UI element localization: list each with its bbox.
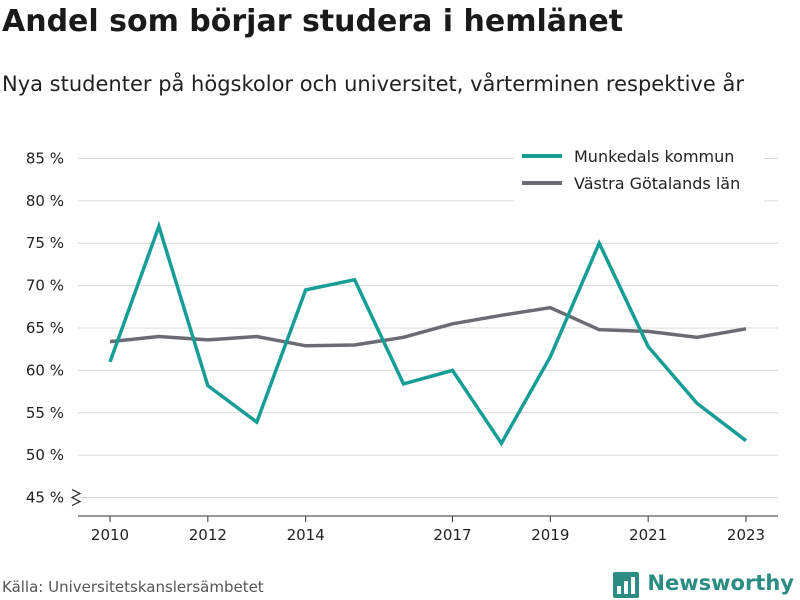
y-tick-label: 75 %	[26, 234, 64, 252]
y-tick-label: 55 %	[26, 404, 64, 422]
x-tick-label: 2019	[531, 526, 569, 544]
y-tick-label: 60 %	[26, 361, 64, 379]
x-tick-label: 2014	[287, 526, 325, 544]
y-tick-label: 50 %	[26, 446, 64, 464]
source-note: Källa: Universitetskanslersämbetet	[2, 578, 264, 596]
chart-subtitle: Nya studenter på högskolor och universit…	[2, 72, 744, 96]
axis-break-icon	[70, 488, 82, 507]
x-tick-label: 2012	[189, 526, 227, 544]
y-tick-label: 80 %	[26, 192, 64, 210]
brand-logo: Newsworthy	[613, 568, 794, 598]
y-tick-label: 70 %	[26, 277, 64, 295]
series-line-munkedal	[108, 220, 748, 447]
bar-chart-logo-icon	[613, 572, 640, 598]
y-tick-label: 45 %	[26, 489, 64, 507]
legend-background	[514, 142, 764, 202]
y-tick-label: 65 %	[26, 319, 64, 337]
legend-label: Munkedals kommun	[574, 147, 734, 166]
series-line-vastra-gotaland	[109, 305, 747, 348]
x-tick-label: 2017	[433, 526, 471, 544]
x-tick-label: 2010	[91, 526, 129, 544]
x-tick-label: 2023	[727, 526, 765, 544]
legend-label: Västra Götalands län	[574, 174, 740, 193]
y-tick-label: 85 %	[26, 149, 64, 167]
x-tick-label: 2021	[629, 526, 667, 544]
brand-name: Newsworthy	[647, 571, 794, 595]
chart-title: Andel som börjar studera i hemlänet	[2, 4, 624, 39]
